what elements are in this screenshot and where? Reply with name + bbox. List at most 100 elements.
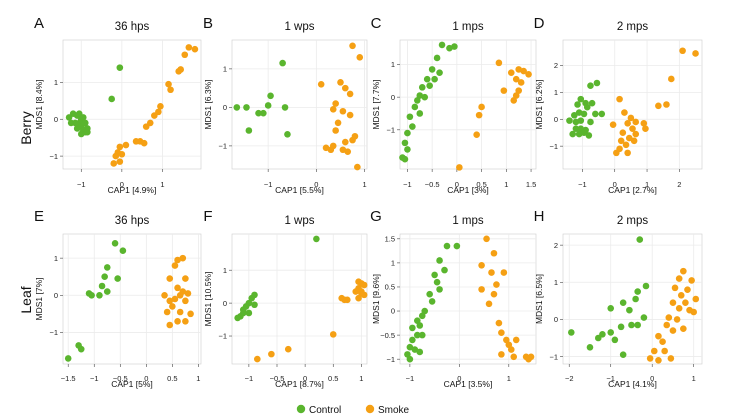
point-smoke [667, 75, 675, 83]
x-tick-label: −0.5 [270, 374, 285, 383]
point-control [116, 64, 124, 71]
plot-area-c [399, 39, 537, 170]
point-smoke [182, 275, 189, 282]
x-tick-label: −0.5 [113, 374, 128, 383]
point-smoke [344, 148, 352, 155]
point-smoke [665, 314, 673, 321]
point-control [233, 104, 241, 111]
point-control [593, 79, 601, 87]
point-control [418, 331, 426, 339]
point-smoke [661, 347, 668, 355]
panel-title-e: 36 hps [115, 215, 150, 227]
point-smoke [512, 75, 520, 83]
x-axis-label-f: CAP1 [8.7%] [275, 379, 324, 389]
y-tick-label: 1 [391, 259, 395, 268]
point-control [248, 294, 255, 302]
point-smoke [667, 355, 675, 362]
point-smoke [485, 300, 493, 308]
panel-letter-a: A [34, 15, 44, 32]
point-smoke [675, 275, 683, 282]
y-tick-label: 2 [554, 61, 558, 70]
x-tick-label: −1.5 [61, 374, 76, 383]
point-smoke [346, 90, 354, 98]
point-control [636, 236, 644, 243]
point-smoke [669, 299, 677, 307]
point-smoke [475, 111, 483, 119]
x-tick-label: −1 [90, 374, 99, 383]
point-smoke [174, 317, 181, 325]
point-smoke [500, 269, 508, 276]
x-tick-label: −1 [77, 180, 86, 189]
point-smoke [456, 164, 463, 171]
point-smoke [329, 331, 337, 338]
point-control [82, 119, 89, 127]
panel-title-a: 36 hps [115, 21, 150, 33]
point-smoke [181, 51, 189, 59]
y-axis-label-b: MDS1 [6.3%] [203, 79, 213, 129]
y-axis-label-a: MDS1 [8.4%] [34, 79, 44, 129]
x-tick-label: 0 [303, 374, 307, 383]
point-smoke [176, 308, 184, 316]
x-tick-label: −0.5 [425, 180, 440, 189]
point-control [401, 155, 409, 163]
point-smoke [352, 288, 360, 295]
point-smoke [122, 141, 130, 149]
x-axis-label-b: CAP1 [5.5%] [275, 185, 324, 195]
y-tick-label: −1 [549, 352, 558, 361]
point-smoke [166, 321, 174, 329]
point-smoke [675, 304, 683, 312]
x-tick-label: −2 [565, 374, 574, 383]
point-control [284, 131, 291, 138]
point-smoke [507, 69, 515, 76]
x-tick-label: −1 [403, 180, 412, 189]
point-smoke [510, 353, 518, 361]
point-smoke [655, 332, 662, 340]
point-control [428, 66, 436, 73]
point-smoke [342, 84, 349, 92]
point-smoke [161, 291, 168, 299]
point-control [438, 41, 446, 49]
point-smoke [684, 286, 691, 294]
point-control [406, 355, 414, 363]
point-smoke [677, 291, 685, 299]
panel-title-c: 1 mps [452, 21, 484, 33]
point-smoke [341, 296, 348, 304]
point-control [566, 117, 573, 124]
point-smoke [175, 68, 182, 75]
point-control [245, 309, 253, 317]
point-control [103, 288, 111, 295]
point-smoke [650, 347, 658, 355]
point-control [598, 110, 606, 118]
point-smoke [478, 103, 485, 111]
point-smoke [517, 79, 525, 86]
point-smoke [498, 329, 505, 337]
point-smoke [507, 346, 515, 353]
y-tick-label: 1 [391, 60, 395, 69]
point-control [588, 99, 596, 107]
point-smoke [349, 42, 356, 50]
y-tick-label: 1 [554, 278, 558, 287]
x-tick-label: 0 [613, 180, 617, 189]
x-axis-label-c: CAP1 [3%] [447, 185, 489, 195]
point-control [567, 329, 575, 336]
point-control [436, 69, 443, 76]
point-control [64, 355, 72, 362]
point-smoke [663, 101, 670, 108]
y-tick-label: 0 [223, 103, 227, 112]
panel-title-f: 1 wps [284, 215, 314, 227]
point-smoke [332, 100, 339, 107]
point-smoke [627, 114, 635, 122]
legend-label-control: Control [309, 405, 341, 416]
point-smoke [184, 290, 192, 297]
point-control [73, 125, 81, 132]
point-control [98, 282, 106, 290]
point-control [587, 118, 594, 126]
point-control [592, 110, 599, 118]
point-control [416, 110, 424, 117]
point-smoke [167, 86, 174, 94]
point-smoke [622, 141, 630, 149]
point-smoke [624, 120, 631, 127]
row-label-leaf: Leaf [18, 286, 34, 313]
point-smoke [632, 118, 640, 126]
